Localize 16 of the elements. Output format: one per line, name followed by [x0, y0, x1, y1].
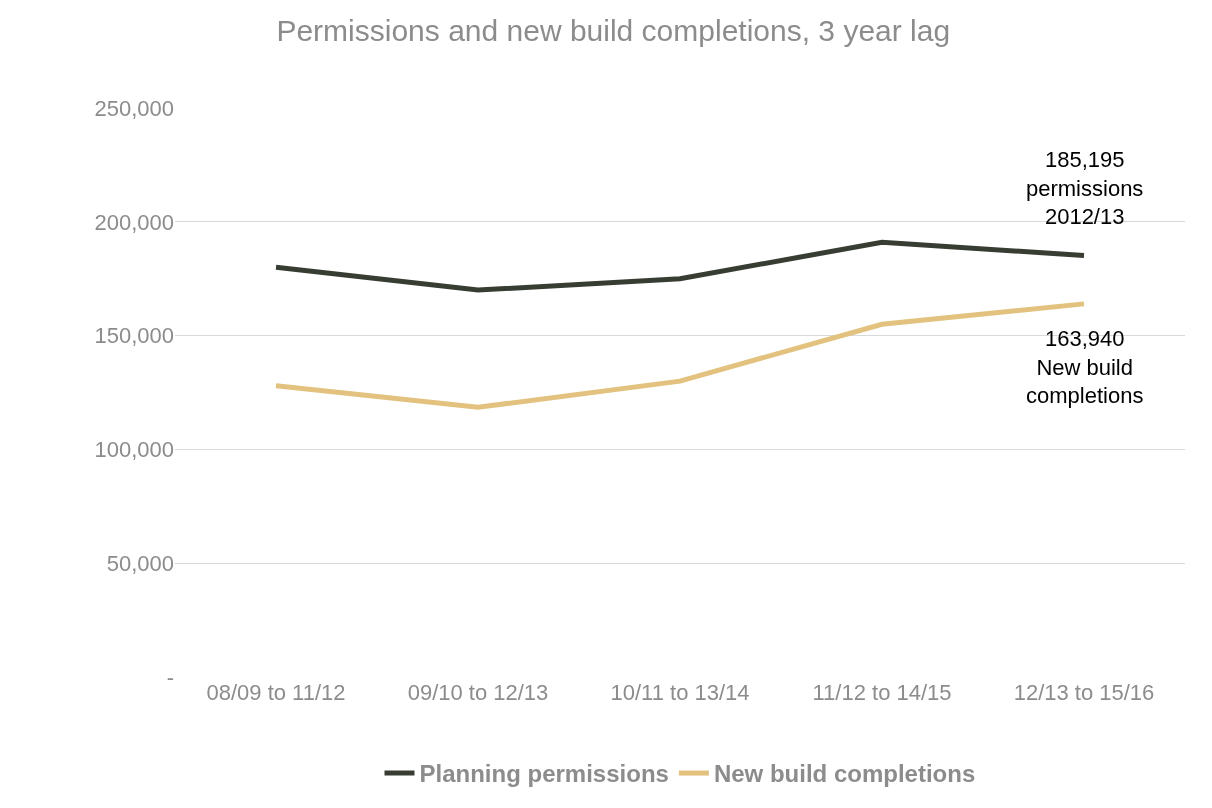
x-tick-label: 09/10 to 12/13: [407, 680, 549, 705]
x-tick-label: 11/12 to 14/15: [812, 680, 952, 705]
y-tick-label: -: [166, 664, 174, 690]
y-tick-label: 150,000: [94, 323, 174, 349]
y-tick-label: 200,000: [94, 209, 174, 235]
annotation: 163,940 New build completions: [1026, 326, 1144, 409]
x-tick-label: 12/13 to 15/16: [1013, 680, 1155, 705]
x-tick-label: 08/09 to 11/12: [206, 680, 346, 705]
chart-title: Permissions and new build completions, 3 year lag: [276, 14, 951, 48]
y-tick-label: 50,000: [106, 550, 174, 576]
y-tick-label: 100,000: [94, 437, 174, 463]
y-tick-label: 250,000: [94, 95, 174, 121]
x-tick-label: 10/11 to 13/14: [610, 680, 750, 705]
annotation: 185,195 permissions 2012/13: [1026, 147, 1144, 230]
legend-label: New build completions: [713, 760, 976, 788]
legend-label: Planning permissions: [419, 760, 669, 788]
